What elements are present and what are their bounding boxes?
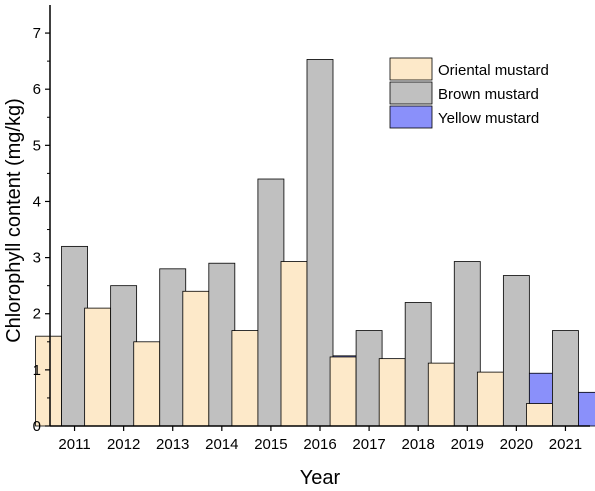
y-tick-label: 7 (33, 25, 41, 42)
x-tick-label: 2018 (401, 436, 434, 453)
bar-oriental-mustard-2016 (280, 261, 308, 427)
x-tick-label: 2014 (205, 436, 238, 453)
x-tick-label: 2011 (58, 436, 90, 453)
bar-oriental-mustard-2011 (35, 335, 62, 427)
x-tick-label: 2013 (156, 436, 189, 453)
x-axis-title: Year (300, 467, 341, 489)
y-tick-label: 6 (33, 81, 41, 98)
bar-oriental-mustard-2020 (476, 371, 504, 427)
bars-layer (35, 59, 595, 427)
y-tick-label: 3 (33, 250, 41, 267)
legend-swatch-yellow-mustard (389, 105, 433, 129)
y-tick-label: 0 (33, 418, 41, 435)
bar-brown-mustard-2014 (208, 262, 236, 427)
x-tick-label: 2012 (107, 436, 140, 453)
y-tick-label: 5 (33, 137, 41, 154)
bar-brown-mustard-2021 (552, 330, 579, 427)
y-tick-label: 4 (33, 193, 41, 210)
bar-oriental-mustard-2014 (182, 290, 210, 427)
y-tick-label: 1 (33, 362, 41, 379)
legend-swatch-brown-mustard (389, 81, 433, 105)
bar-brown-mustard-2012 (110, 285, 138, 427)
bar-yellow-mustard-2021 (578, 391, 595, 427)
x-tick-label: 2015 (254, 436, 287, 453)
legend: Oriental mustard Brown mustard Yellow must… (389, 57, 549, 129)
bar-oriental-mustard-2013 (133, 341, 161, 427)
bar-oriental-mustard-2018 (378, 358, 406, 427)
legend-label: Brown mustard (438, 86, 539, 103)
axes-layer: 2011 2012 2013 2014 2015 2016 2017 2018 2019 2020… (33, 5, 590, 453)
x-tick-label: 2016 (303, 436, 336, 453)
legend-label: Oriental mustard (438, 62, 549, 79)
bar-brown-mustard-2015 (257, 178, 285, 427)
legend-label: Yellow mustard (438, 110, 539, 127)
x-tick-label: 2017 (352, 436, 385, 453)
legend-swatch-oriental-mustard (389, 57, 433, 81)
bar-oriental-mustard-2012 (84, 307, 112, 427)
x-tick-label: 2020 (500, 436, 533, 453)
bar-brown-mustard-2011 (61, 245, 88, 427)
y-tick-label: 2 (33, 306, 41, 323)
bar-brown-mustard-2017 (355, 330, 383, 427)
bar-oriental-mustard-2021 (526, 403, 553, 427)
y-axis-title: Chlorophyll content (mg/kg) (3, 98, 25, 343)
bar-brown-mustard-2019 (453, 261, 481, 427)
bar-oriental-mustard-2019 (427, 362, 455, 427)
x-tick-label: 2019 (451, 436, 484, 453)
bar-brown-mustard-2018 (404, 302, 432, 427)
bar-brown-mustard-2016 (306, 59, 334, 427)
bar-brown-mustard-2020 (502, 275, 530, 427)
x-tick-label: 2021 (549, 436, 582, 453)
bar-oriental-mustard-2015 (231, 330, 259, 427)
bar-oriental-mustard-2017 (329, 356, 357, 427)
bar-brown-mustard-2013 (159, 268, 187, 427)
